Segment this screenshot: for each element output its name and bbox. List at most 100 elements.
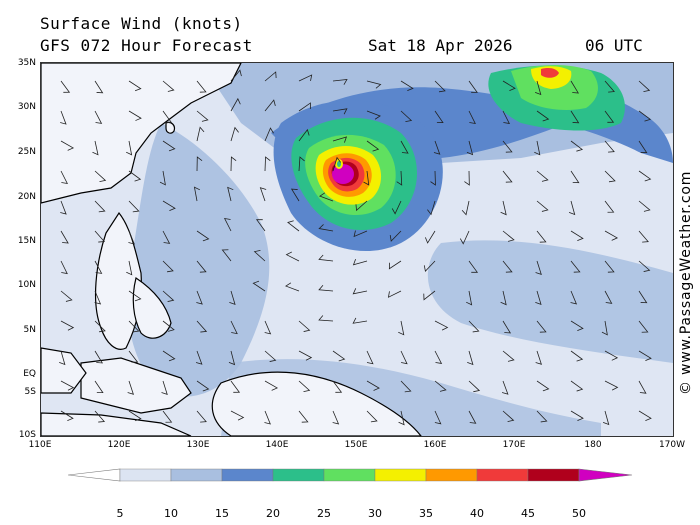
wind-barb: [128, 320, 140, 333]
wind-barb: [570, 170, 580, 184]
map-title: Surface Wind (knots): [40, 14, 243, 33]
wind-barb: [230, 97, 241, 112]
wind-barb: [128, 170, 142, 182]
wind-barb: [570, 260, 581, 273]
lon-label-160e: 160E: [423, 440, 447, 450]
wind-barb: [94, 320, 106, 333]
wind-barb: [570, 110, 580, 124]
wind-barb: [398, 410, 405, 426]
wind-map-canvas: [41, 63, 673, 436]
wind-barb: [604, 80, 615, 93]
wind-barb: [298, 128, 310, 142]
wind-barb: [94, 200, 106, 213]
wind-barb: [162, 290, 175, 302]
wind-barb: [400, 140, 409, 154]
legend-label-15: 15: [215, 507, 229, 520]
lat-label-eq: EQ: [23, 369, 36, 379]
wind-barb: [604, 110, 615, 123]
wind-barb: [502, 110, 511, 125]
wind-map[interactable]: [40, 62, 674, 437]
wind-barb: [604, 170, 616, 183]
wind-barb: [221, 249, 232, 262]
wind-barb: [298, 380, 311, 393]
wind-barb: [332, 108, 348, 115]
wind-barb: [536, 380, 550, 392]
wind-barb: [128, 290, 142, 302]
wind-barb: [60, 230, 69, 244]
lat-label-20n: 20N: [17, 192, 36, 202]
wind-barb: [162, 410, 173, 423]
wind-barb: [60, 320, 75, 331]
wind-barb: [459, 230, 470, 245]
wind-barb: [228, 350, 236, 366]
wind-barb: [285, 251, 300, 262]
wind-barb: [638, 140, 648, 154]
lon-label-110e: 110E: [28, 440, 52, 450]
wind-barb: [536, 410, 548, 423]
site-credit: © www.PassageWeather.com: [678, 170, 694, 395]
wind-barb: [638, 170, 652, 182]
wind-barb: [570, 80, 579, 94]
wind-barb: [467, 350, 474, 366]
wind-barb: [434, 410, 442, 425]
wind-barb: [60, 170, 69, 185]
wind-barb: [536, 170, 549, 182]
wind-barb: [424, 230, 436, 244]
wind-barb: [162, 200, 176, 211]
lon-label-140e: 140E: [265, 440, 289, 450]
wind-barb: [264, 320, 272, 335]
wind-barb: [355, 200, 368, 212]
wind-barb: [352, 288, 368, 295]
wind-barb: [60, 410, 74, 421]
wind-barb: [94, 410, 106, 423]
wind-barb: [387, 290, 402, 298]
wind-barb: [536, 110, 550, 122]
wind-barb: [434, 80, 446, 93]
wind-barb: [223, 218, 232, 232]
legend-swatch-10-15: [170, 468, 223, 482]
wind-barb: [162, 110, 173, 123]
wind-barb: [60, 290, 73, 302]
wind-barb: [434, 110, 444, 123]
wind-barb: [92, 140, 99, 156]
wind-barb: [534, 80, 542, 96]
wind-barb: [502, 140, 513, 153]
wind-barb: [434, 380, 447, 392]
wind-barb: [161, 380, 168, 395]
wind-barb: [570, 320, 584, 332]
legend-label-50: 50: [572, 507, 586, 520]
wind-barb: [602, 410, 610, 426]
wind-barb: [400, 350, 408, 365]
wind-barb: [264, 350, 277, 362]
wind-barb: [298, 156, 305, 172]
wind-field: [127, 63, 673, 436]
wind-barb: [94, 80, 104, 94]
lat-label-10n: 10N: [17, 280, 36, 290]
wind-barb: [502, 320, 512, 334]
wind-barb: [423, 290, 436, 301]
wind-barb: [638, 320, 649, 333]
wind-barb: [391, 200, 402, 215]
wind-barb: [534, 140, 541, 156]
wind-barb: [94, 290, 102, 305]
wind-barb: [604, 140, 615, 153]
wind-barb: [230, 69, 242, 82]
wind-barb: [352, 258, 368, 266]
wind-barb: [162, 260, 174, 273]
wind-barb: [298, 102, 311, 112]
wind-barb: [298, 350, 313, 361]
wind-barb: [434, 350, 443, 364]
legend-arrow-left: [68, 468, 121, 482]
lat-label-35n: 35N: [17, 58, 36, 68]
wind-barb: [229, 290, 236, 306]
wind-barb: [468, 320, 480, 333]
wind-barb: [128, 410, 142, 422]
wind-barb: [159, 170, 166, 186]
wind-barb: [502, 260, 513, 273]
wind-barb: [196, 126, 205, 142]
wind-barb: [196, 380, 210, 392]
wind-barb: [500, 290, 507, 306]
wind-barb: [468, 410, 477, 424]
wind-barb: [285, 282, 300, 292]
wind-barb: [264, 127, 274, 142]
